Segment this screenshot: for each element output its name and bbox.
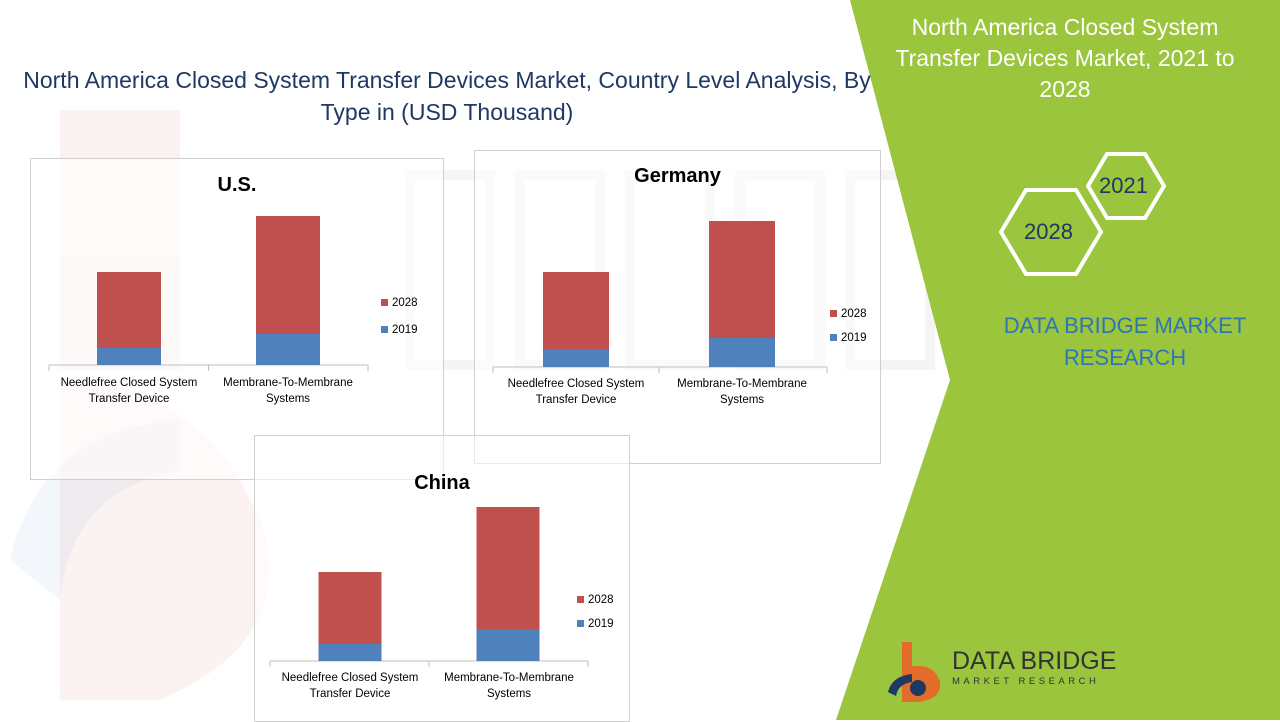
bar-2028-0: [543, 272, 609, 349]
x-tick-label: Membrane-To-Membrane Systems: [677, 378, 807, 406]
legend-item-2019: 2019: [830, 332, 867, 344]
chart-title: China: [414, 472, 470, 494]
hex-label-2028: 2028: [1024, 219, 1073, 244]
x-tick-label: Needlefree Closed System Transfer Device: [281, 672, 419, 700]
legend-item-2028: 2028: [830, 308, 867, 320]
legend-label: 2019: [841, 332, 867, 344]
x-tick-label: Needlefree Closed System Transfer Device: [60, 377, 198, 405]
bar-2019-1: [256, 334, 320, 365]
bar-2019-0: [97, 348, 161, 365]
hex-label-2021: 2021: [1099, 173, 1148, 198]
legend-label: 2019: [588, 618, 614, 630]
x-tick-label: Membrane-To-Membrane Systems: [444, 672, 574, 700]
data-bridge-logo-icon: [888, 642, 941, 702]
hexagon-2028: [998, 188, 1104, 276]
x-tick-label: Needlefree Closed System Transfer Device: [507, 378, 645, 406]
bar-2028-0: [97, 272, 161, 348]
chart-germany: Germany Needlefree Closed System Transfe…: [474, 150, 881, 464]
x-tick-label: Membrane-To-Membrane Systems: [223, 377, 353, 405]
legend-swatch: [577, 620, 584, 628]
bar-2019-0: [318, 644, 382, 661]
logo-subtitle: MARKET RESEARCH: [952, 676, 1100, 687]
bar-2028-1: [709, 221, 775, 338]
legend-swatch: [830, 310, 837, 318]
hexagon-2021: [1085, 152, 1167, 220]
chart-china: China Needlefree Closed System Transfer …: [254, 435, 630, 722]
legend-item-2019: 2019: [381, 324, 418, 336]
legend-label: 2028: [841, 308, 867, 320]
page-title: North America Closed System Transfer Dev…: [23, 67, 871, 125]
bar-2019-1: [709, 338, 775, 367]
legend-swatch: [577, 596, 584, 604]
legend-label: 2028: [588, 594, 614, 606]
chart-title: Germany: [634, 165, 721, 187]
legend-swatch: [830, 334, 837, 342]
bar-2028-1: [256, 216, 320, 334]
logo-name: DATA BRIDGE: [952, 647, 1117, 675]
legend-label: 2019: [392, 324, 418, 336]
bar-2019-1: [476, 629, 540, 661]
panel-brand-text: DATA BRIDGE MARKET RESEARCH: [1003, 313, 1247, 370]
chart-germany-plot: [492, 221, 828, 373]
bar-2028-0: [318, 572, 382, 644]
chart-us: U.S. Needlefree Closed System Transfer D…: [30, 158, 444, 480]
legend-swatch: [381, 299, 388, 307]
legend-swatch: [381, 326, 388, 334]
legend-item-2019: 2019: [577, 618, 614, 630]
legend-label: 2028: [392, 297, 418, 309]
legend-item-2028: 2028: [381, 297, 418, 309]
bar-2019-0: [543, 349, 609, 367]
legend-item-2028: 2028: [577, 594, 614, 606]
chart-china-plot: [269, 507, 589, 667]
chart-title: U.S.: [217, 174, 257, 196]
chart-us-plot: [48, 216, 369, 371]
panel-title: North America Closed System Transfer Dev…: [895, 14, 1235, 102]
bar-2028-1: [476, 507, 540, 629]
